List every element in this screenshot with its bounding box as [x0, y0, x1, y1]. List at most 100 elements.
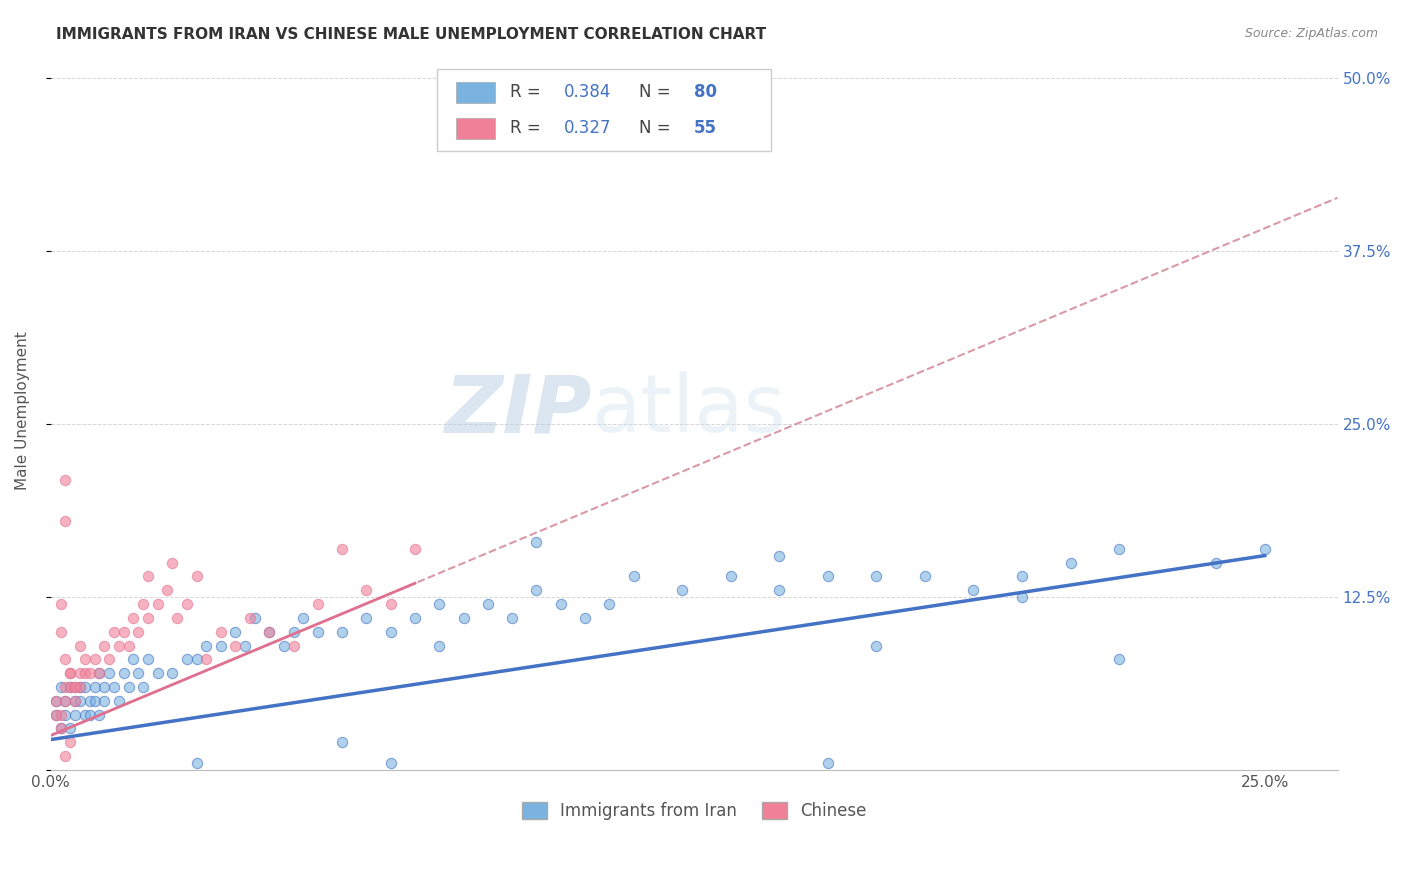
- Point: [69, 666, 91, 681]
- Point: [59, 722, 82, 736]
- Point: [209, 639, 232, 653]
- Text: atlas: atlas: [592, 371, 786, 450]
- Point: [146, 597, 169, 611]
- FancyBboxPatch shape: [456, 81, 495, 103]
- Point: [574, 611, 596, 625]
- Point: [55, 652, 77, 666]
- Point: [136, 652, 159, 666]
- Point: [73, 666, 96, 681]
- Point: [224, 639, 246, 653]
- Point: [103, 624, 125, 639]
- Point: [45, 707, 67, 722]
- Point: [69, 694, 91, 708]
- Point: [768, 583, 790, 598]
- Point: [404, 541, 426, 556]
- Point: [283, 639, 305, 653]
- Text: Source: ZipAtlas.com: Source: ZipAtlas.com: [1244, 27, 1378, 40]
- Point: [1011, 569, 1033, 583]
- Point: [817, 569, 839, 583]
- Text: 0.327: 0.327: [564, 120, 612, 137]
- Point: [259, 624, 281, 639]
- Text: N =: N =: [638, 83, 676, 102]
- Point: [63, 707, 86, 722]
- Point: [98, 666, 121, 681]
- Text: 0.384: 0.384: [564, 83, 612, 102]
- Point: [93, 639, 115, 653]
- Point: [160, 666, 183, 681]
- Text: R =: R =: [510, 120, 546, 137]
- Point: [49, 680, 72, 694]
- FancyBboxPatch shape: [437, 69, 772, 152]
- Point: [49, 722, 72, 736]
- Point: [166, 611, 188, 625]
- Point: [93, 680, 115, 694]
- Point: [380, 756, 402, 770]
- Point: [239, 611, 262, 625]
- Point: [160, 556, 183, 570]
- Point: [136, 611, 159, 625]
- Point: [122, 611, 145, 625]
- Point: [176, 652, 198, 666]
- Point: [59, 666, 82, 681]
- Point: [768, 549, 790, 563]
- Point: [307, 624, 329, 639]
- Point: [671, 583, 693, 598]
- Point: [273, 639, 295, 653]
- Point: [98, 652, 121, 666]
- Point: [501, 611, 523, 625]
- Point: [59, 680, 82, 694]
- Point: [292, 611, 315, 625]
- Point: [79, 707, 101, 722]
- Point: [127, 666, 149, 681]
- Text: R =: R =: [510, 83, 546, 102]
- Y-axis label: Male Unemployment: Male Unemployment: [15, 331, 30, 490]
- Point: [526, 583, 548, 598]
- Point: [720, 569, 742, 583]
- Point: [1059, 556, 1081, 570]
- Point: [69, 680, 91, 694]
- Point: [89, 666, 111, 681]
- Point: [63, 694, 86, 708]
- Point: [136, 569, 159, 583]
- Point: [404, 611, 426, 625]
- Point: [89, 666, 111, 681]
- Point: [146, 666, 169, 681]
- Point: [330, 541, 353, 556]
- Point: [49, 597, 72, 611]
- Point: [89, 707, 111, 722]
- Point: [623, 569, 645, 583]
- Point: [73, 707, 96, 722]
- Text: 80: 80: [695, 83, 717, 102]
- Point: [526, 534, 548, 549]
- Point: [63, 680, 86, 694]
- Point: [550, 597, 572, 611]
- Point: [122, 652, 145, 666]
- Point: [186, 756, 208, 770]
- Point: [209, 624, 232, 639]
- Point: [127, 624, 149, 639]
- Point: [1011, 590, 1033, 604]
- Point: [914, 569, 936, 583]
- Point: [59, 666, 82, 681]
- Point: [356, 611, 378, 625]
- Point: [132, 597, 155, 611]
- Point: [59, 735, 82, 749]
- Point: [73, 680, 96, 694]
- Point: [117, 639, 139, 653]
- Point: [1108, 652, 1130, 666]
- Point: [117, 680, 139, 694]
- Point: [233, 639, 256, 653]
- Text: N =: N =: [638, 120, 676, 137]
- Point: [103, 680, 125, 694]
- Point: [186, 569, 208, 583]
- Point: [55, 694, 77, 708]
- Point: [1205, 556, 1227, 570]
- Point: [477, 597, 499, 611]
- Point: [865, 569, 887, 583]
- Point: [55, 514, 77, 528]
- Point: [112, 624, 135, 639]
- Point: [45, 707, 67, 722]
- Point: [427, 639, 450, 653]
- Point: [865, 639, 887, 653]
- Point: [195, 652, 218, 666]
